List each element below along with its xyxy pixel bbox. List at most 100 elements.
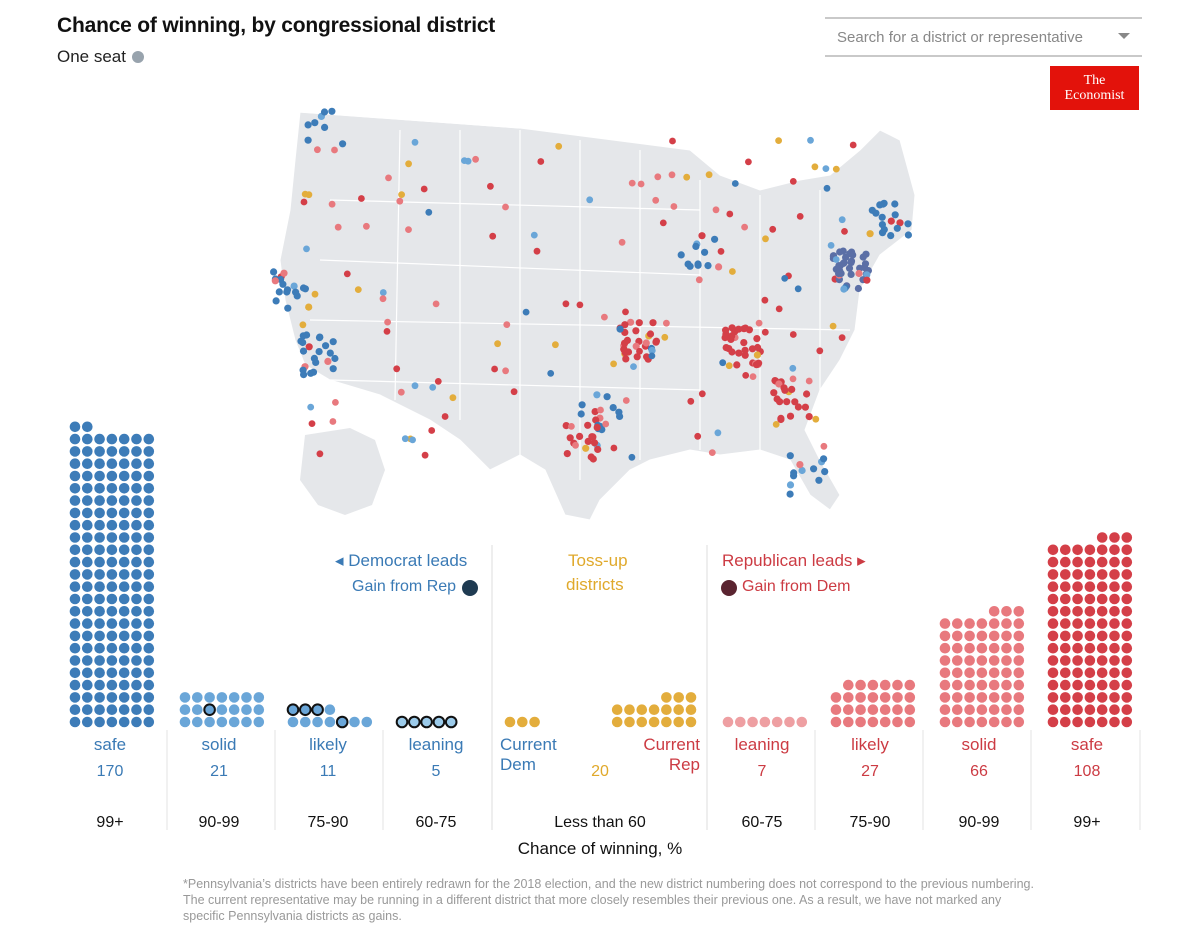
district-dot[interactable] (578, 401, 586, 409)
district-dot[interactable] (669, 137, 676, 145)
district-dot[interactable] (741, 223, 748, 231)
district-dot[interactable] (863, 271, 871, 279)
district-dot[interactable] (695, 276, 703, 284)
district-dot[interactable] (576, 432, 584, 440)
district-dot[interactable] (719, 359, 727, 367)
district-dot[interactable] (270, 268, 278, 276)
district-dot[interactable] (397, 388, 405, 396)
district-dot[interactable] (805, 377, 813, 385)
district-dot[interactable] (642, 339, 650, 347)
district-dot[interactable] (891, 211, 899, 219)
district-dot[interactable] (783, 398, 791, 406)
district-dot[interactable] (891, 200, 899, 208)
district-dot[interactable] (589, 433, 597, 441)
district-dot[interactable] (728, 324, 736, 332)
district-dot[interactable] (576, 301, 584, 309)
district-dot[interactable] (329, 418, 337, 425)
district-dot[interactable] (741, 324, 750, 332)
district-dot[interactable] (855, 269, 863, 278)
district-dot[interactable] (847, 257, 856, 265)
district-dot[interactable] (552, 341, 559, 349)
district-dot[interactable] (280, 269, 288, 277)
district-dot[interactable] (663, 319, 670, 327)
district-dot[interactable] (692, 242, 700, 250)
district-dot[interactable] (714, 429, 722, 437)
district-dot[interactable] (305, 343, 313, 351)
district-dot[interactable] (311, 119, 319, 127)
district-dot[interactable] (823, 184, 831, 192)
district-dot[interactable] (429, 384, 437, 391)
district-dot[interactable] (805, 413, 813, 421)
district-dot[interactable] (786, 490, 794, 498)
district-dot[interactable] (753, 335, 761, 343)
district-dot[interactable] (284, 304, 292, 312)
district-dot[interactable] (648, 352, 656, 360)
district-dot[interactable] (790, 472, 798, 480)
district-dot[interactable] (510, 388, 518, 396)
district-dot[interactable] (677, 251, 685, 259)
district-dot[interactable] (303, 245, 310, 253)
district-dot[interactable] (329, 365, 337, 373)
district-dot[interactable] (299, 338, 307, 347)
district-dot[interactable] (879, 200, 887, 208)
district-dot[interactable] (722, 326, 730, 334)
district-dot[interactable] (789, 364, 797, 372)
district-dot[interactable] (628, 179, 636, 187)
district-dot[interactable] (279, 280, 287, 288)
district-dot[interactable] (659, 219, 667, 227)
district-dot[interactable] (628, 453, 636, 461)
district-dot[interactable] (652, 196, 660, 204)
district-dot[interactable] (322, 342, 330, 350)
district-dot[interactable] (301, 190, 309, 198)
district-dot[interactable] (316, 450, 324, 458)
district-dot[interactable] (315, 348, 323, 356)
district-dot[interactable] (803, 390, 811, 398)
district-dot[interactable] (385, 174, 392, 182)
district-dot[interactable] (623, 336, 632, 344)
district-dot[interactable] (622, 308, 629, 316)
district-dot[interactable] (533, 247, 541, 255)
district-dot[interactable] (582, 444, 590, 452)
district-dot[interactable] (299, 321, 307, 329)
district-dot[interactable] (838, 334, 846, 341)
district-dot[interactable] (331, 146, 338, 154)
district-dot[interactable] (773, 395, 781, 403)
district-dot[interactable] (633, 353, 641, 361)
district-dot[interactable] (396, 197, 404, 205)
district-dot[interactable] (896, 219, 904, 227)
district-dot[interactable] (299, 347, 308, 355)
district-dot[interactable] (522, 308, 530, 316)
district-dot[interactable] (315, 334, 324, 342)
district-dot[interactable] (328, 107, 336, 115)
district-dot[interactable] (537, 158, 545, 165)
district-dot[interactable] (328, 200, 336, 208)
district-dot[interactable] (621, 321, 629, 329)
district-dot[interactable] (810, 465, 818, 473)
district-dot[interactable] (271, 277, 279, 285)
district-dot[interactable] (812, 415, 820, 423)
district-dot[interactable] (332, 399, 339, 406)
district-dot[interactable] (401, 435, 409, 443)
district-dot[interactable] (866, 230, 874, 238)
district-dot[interactable] (796, 461, 804, 469)
district-dot[interactable] (503, 321, 511, 328)
district-dot[interactable] (822, 165, 830, 173)
district-dot[interactable] (745, 158, 752, 166)
district-dot[interactable] (502, 367, 509, 375)
district-dot[interactable] (862, 250, 870, 258)
district-dot[interactable] (314, 146, 321, 154)
district-dot[interactable] (762, 235, 769, 243)
district-dot[interactable] (421, 451, 429, 459)
district-dot[interactable] (428, 427, 436, 434)
district-dot[interactable] (775, 380, 783, 388)
district-dot[interactable] (358, 195, 365, 202)
district-dot[interactable] (741, 346, 749, 354)
district-dot[interactable] (786, 412, 795, 420)
district-dot[interactable] (789, 331, 797, 338)
district-dot[interactable] (648, 346, 656, 355)
district-dot[interactable] (661, 333, 669, 341)
district-dot[interactable] (772, 421, 780, 428)
district-dot[interactable] (725, 345, 733, 353)
district-dot[interactable] (646, 330, 655, 338)
district-dot[interactable] (530, 231, 538, 239)
